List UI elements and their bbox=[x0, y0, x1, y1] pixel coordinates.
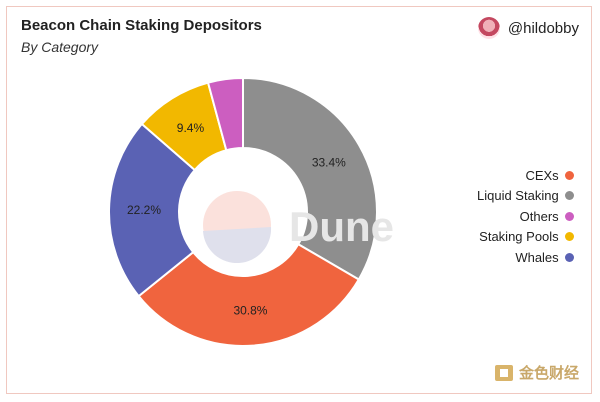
avatar bbox=[477, 17, 500, 39]
chart-title: Beacon Chain Staking Depositors bbox=[21, 17, 262, 34]
legend-swatch bbox=[564, 232, 574, 242]
data-label-staking-pools: 9.4% bbox=[177, 121, 205, 135]
legend-label: Whales bbox=[515, 249, 559, 265]
data-label-whales: 22.2% bbox=[127, 203, 161, 217]
chart-card: Beacon Chain Staking Depositors By Categ… bbox=[6, 6, 592, 394]
slice-whales[interactable] bbox=[108, 122, 197, 298]
author-handle: @hildobby bbox=[507, 19, 579, 37]
brand-logo-icon bbox=[493, 361, 515, 383]
dune-watermark: Dune bbox=[203, 191, 394, 264]
legend-label: Liquid Staking bbox=[477, 188, 559, 204]
slice-others[interactable] bbox=[206, 76, 244, 152]
legend-swatch bbox=[564, 211, 574, 221]
donut-chart: Dune 33.4% 30.8% 22.2% 9.4% bbox=[108, 76, 394, 347]
legend-item-whales[interactable]: Whales bbox=[477, 247, 574, 268]
data-label-liquid-staking: 33.4% bbox=[312, 156, 346, 170]
slice-cexs[interactable] bbox=[137, 242, 361, 347]
legend-item-cexs[interactable]: CEXs bbox=[477, 165, 574, 186]
legend-item-liquid-staking[interactable]: Liquid Staking bbox=[477, 186, 574, 207]
chart-subtitle: By Category bbox=[21, 39, 99, 55]
brand-watermark-text: 金色财经 bbox=[518, 364, 579, 382]
data-label-cexs: 30.8% bbox=[233, 304, 267, 318]
brand-watermark: 金色财经 bbox=[493, 361, 579, 383]
dune-watermark-text: Dune bbox=[289, 203, 394, 250]
dune-logo-lower bbox=[203, 227, 272, 264]
legend-swatch bbox=[564, 170, 574, 180]
legend-item-staking-pools[interactable]: Staking Pools bbox=[477, 227, 574, 248]
legend-item-others[interactable]: Others bbox=[477, 206, 574, 227]
legend: CEXs Liquid Staking Others Staking Pools Wha… bbox=[477, 165, 574, 268]
legend-label: Staking Pools bbox=[479, 229, 559, 245]
legend-label: CEXs bbox=[525, 167, 559, 183]
author-badge[interactable]: @hildobby bbox=[477, 17, 579, 39]
legend-swatch bbox=[564, 191, 574, 201]
legend-label: Others bbox=[519, 208, 559, 224]
slice-liquid-staking[interactable] bbox=[242, 76, 378, 281]
legend-swatch bbox=[564, 252, 574, 262]
